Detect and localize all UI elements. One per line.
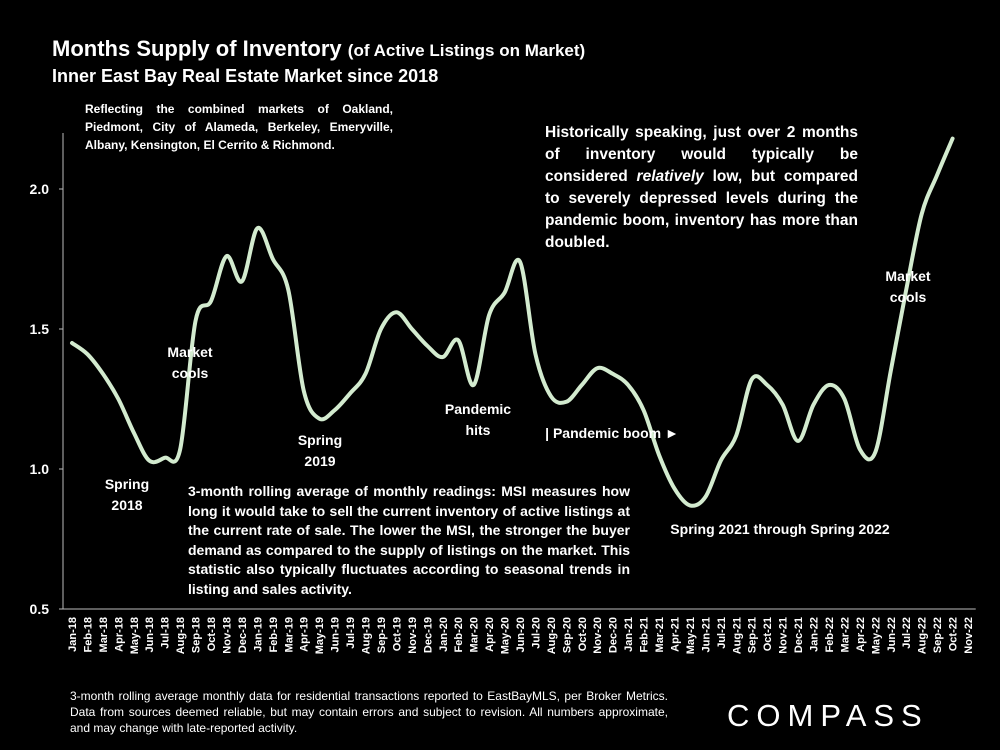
annotation-line: Market xyxy=(167,344,213,360)
title-suffix: (of Active Listings on Market) xyxy=(347,41,586,60)
x-tick-label: Jan-22 xyxy=(809,617,821,652)
x-tick-label: Nov-18 xyxy=(221,617,233,654)
x-tick-label: Dec-18 xyxy=(237,617,249,653)
method-note: 3-month rolling average of monthly readi… xyxy=(188,483,630,597)
x-tick-label: May-21 xyxy=(685,617,697,654)
y-tick-label: 1.5 xyxy=(30,321,50,337)
x-tick-label: Sep-18 xyxy=(191,617,203,653)
x-tick-label: Feb-21 xyxy=(639,617,651,652)
y-tick-label: 0.5 xyxy=(30,601,50,617)
x-tick-label: Aug-21 xyxy=(731,617,743,654)
x-tick-label: Jun-21 xyxy=(700,617,712,652)
logo: COMPASS xyxy=(727,698,929,733)
x-tick-label: Feb-19 xyxy=(268,617,280,652)
x-tick-label: Jan-19 xyxy=(252,617,264,652)
x-tick-label: Apr-21 xyxy=(669,617,681,652)
x-tick-label: Nov-20 xyxy=(592,617,604,654)
data-line xyxy=(70,136,955,508)
x-tick-label: Aug-22 xyxy=(917,617,929,654)
x-tick-label: Jul-19 xyxy=(345,617,357,649)
x-tick-label: Jun-18 xyxy=(144,617,156,652)
insight-emphasis: relatively xyxy=(636,168,704,185)
annotation-line: Pandemic xyxy=(444,401,512,417)
x-tick-label: Oct-22 xyxy=(948,617,960,651)
y-tick-label: 1.0 xyxy=(30,461,50,477)
x-tick-label: Jun-20 xyxy=(515,617,527,652)
annotation: | Pandemic boom ► xyxy=(545,423,679,444)
x-tick-label: Dec-19 xyxy=(422,617,434,653)
x-tick-label: May-22 xyxy=(870,617,882,654)
annotation: Spring 2021 through Spring 2022 xyxy=(670,519,889,540)
chart-title: Months Supply of Inventory xyxy=(52,36,342,61)
annotation-line: cools xyxy=(889,289,927,305)
x-tick-label: Sep-19 xyxy=(376,617,388,653)
markets-note: Reflecting the combined markets of Oakla… xyxy=(85,102,393,152)
x-tick-label: Aug-18 xyxy=(175,617,187,654)
x-tick-label: Mar-21 xyxy=(654,617,666,652)
x-tick-label: Sep-21 xyxy=(747,617,759,653)
x-tick-label: Aug-20 xyxy=(546,617,558,654)
x-tick-label: Jan-21 xyxy=(623,617,635,652)
x-tick-label: Jul-21 xyxy=(716,617,728,649)
x-tick-label: Oct-18 xyxy=(206,617,218,651)
x-tick-label: Mar-18 xyxy=(98,617,110,652)
annotation-line: Market xyxy=(885,268,931,284)
x-tick-label: Mar-22 xyxy=(839,617,851,652)
x-tick-label: Oct-21 xyxy=(762,617,774,651)
y-tick-label: 2.0 xyxy=(30,181,50,197)
x-tick-label: Mar-19 xyxy=(283,617,295,652)
annotation: Spring 2019 xyxy=(298,430,342,472)
x-tick-label: Nov-22 xyxy=(963,617,975,654)
annotation: Market cools xyxy=(885,266,930,308)
x-tick-label: Sep-22 xyxy=(932,617,944,653)
subtitle: Inner East Bay Real Estate Market since … xyxy=(52,66,439,86)
x-tick-label: May-19 xyxy=(314,617,326,654)
insight-text: Historically speaking, just over 2 month… xyxy=(545,124,858,185)
x-tick-label: Nov-21 xyxy=(778,617,790,654)
x-tick-label: May-18 xyxy=(129,617,141,654)
x-tick-label: Sep-20 xyxy=(561,617,573,653)
title-block: Months Supply of Inventory (of Active Li… xyxy=(52,36,585,62)
annotation-line: Spring xyxy=(104,476,150,492)
x-tick-label: Jul-20 xyxy=(530,617,542,649)
insight-note: Historically speaking, just over 2 month… xyxy=(545,122,858,254)
x-tick-label: Dec-21 xyxy=(793,617,805,653)
annotation-line: 2019 xyxy=(304,453,336,469)
x-tick-label: Jul-18 xyxy=(160,617,172,649)
x-tick-label: Jun-19 xyxy=(330,617,342,652)
annotation-line: Spring 2021 through Spring 2022 xyxy=(670,521,890,537)
x-tick-label: Mar-20 xyxy=(469,617,481,652)
x-tick-label: Feb-20 xyxy=(453,617,465,652)
annotation-line: 2018 xyxy=(111,497,143,513)
annotation-line: | Pandemic boom ► xyxy=(545,425,679,441)
x-tick-label: Aug-19 xyxy=(361,617,373,654)
x-tick-label: Jul-22 xyxy=(901,617,913,649)
annotation: Market cools xyxy=(167,342,212,384)
x-tick-label: Oct-19 xyxy=(391,617,403,651)
x-tick-label: Nov-19 xyxy=(407,617,419,654)
x-tick-label: Oct-20 xyxy=(577,617,589,651)
annotation: Spring 2018 xyxy=(105,474,149,516)
insight-text: low, but compared to severely depressed … xyxy=(545,168,859,251)
x-tick-label: Apr-19 xyxy=(299,617,311,652)
x-tick-label: Jan-20 xyxy=(438,617,450,652)
x-tick-label: Jun-22 xyxy=(886,617,898,652)
x-tick-label: Feb-22 xyxy=(824,617,836,652)
x-tick-label: May-20 xyxy=(500,617,512,654)
annotation-line: cools xyxy=(171,365,209,381)
annotation-line: hits xyxy=(465,422,491,438)
x-tick-label: Feb-18 xyxy=(82,617,94,652)
annotation: Pandemic hits xyxy=(445,399,511,441)
x-tick-label: Jan-18 xyxy=(67,617,79,652)
x-tick-label: Apr-20 xyxy=(484,617,496,652)
x-tick-label: Apr-22 xyxy=(855,617,867,652)
annotation-line: Spring xyxy=(297,432,343,448)
footer: 3-month rolling average monthly data for… xyxy=(70,689,668,735)
x-tick-label: Apr-18 xyxy=(113,617,125,652)
x-tick-label: Dec-20 xyxy=(608,617,620,653)
